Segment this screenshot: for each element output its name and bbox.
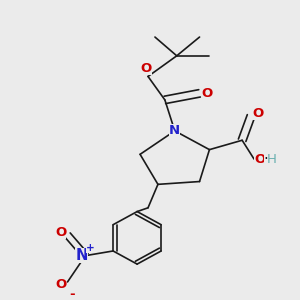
Text: ·: · xyxy=(263,152,268,166)
Text: O: O xyxy=(140,62,152,75)
Text: +: + xyxy=(86,243,95,253)
Text: O: O xyxy=(254,154,266,166)
Text: N: N xyxy=(75,248,88,263)
Text: H: H xyxy=(267,154,277,166)
Text: -: - xyxy=(70,288,75,300)
Text: N: N xyxy=(169,124,180,137)
Text: O: O xyxy=(55,226,66,239)
Text: O: O xyxy=(252,107,264,121)
Text: O: O xyxy=(55,278,66,291)
Text: O: O xyxy=(202,87,213,100)
